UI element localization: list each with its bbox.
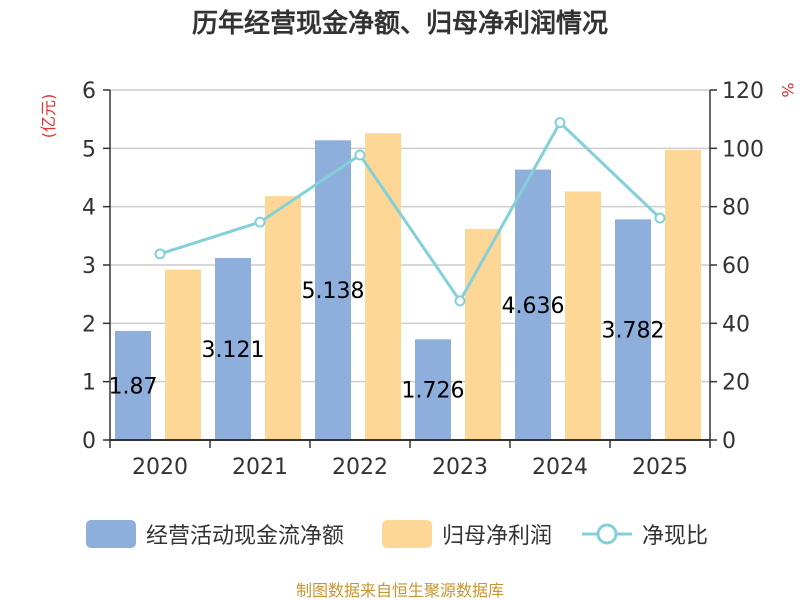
cashflow-bar (415, 339, 451, 440)
ratio-line (159, 120, 662, 304)
grid-lines (110, 89, 710, 441)
profit-bar (465, 228, 501, 440)
cashflow-data-label: 3.121 (202, 338, 265, 363)
left-axis-tick-label: 5 (82, 137, 96, 162)
cashflow-data-label: 3.782 (602, 319, 665, 344)
bars (115, 133, 701, 441)
legend-item-profit[interactable]: 归母净利润 (382, 520, 552, 549)
ratio-line-series (154, 117, 666, 307)
cashflow-data-label: 1.726 (402, 379, 465, 404)
cashflow-bar (515, 169, 551, 441)
legend: 经营活动现金流净额 归母净利润 净现比 (86, 520, 708, 549)
data-labels: 1.87 3.121 5.138 1.726 4.636 3.782 (109, 279, 665, 404)
data-source-note: 制图数据来自恒生聚源数据库 (296, 581, 504, 600)
cashflow-bar (615, 219, 651, 440)
ratio-point (154, 248, 166, 260)
left-axis-tick-label: 2 (82, 312, 96, 337)
ratio-point (254, 216, 266, 228)
ratio-point (354, 149, 366, 161)
legend-swatch-cashflow (86, 520, 136, 548)
ratio-point (554, 117, 566, 129)
profit-bar (165, 269, 201, 440)
cashflow-data-label: 5.138 (302, 279, 365, 304)
left-axis-tick-label: 0 (82, 429, 96, 454)
ratio-point (454, 295, 466, 307)
legend-label-profit: 归母净利润 (442, 524, 552, 549)
left-axis-tick-label: 3 (82, 254, 96, 279)
x-axis-tick-label: 2024 (532, 455, 588, 480)
right-axis-tick-label: 40 (722, 312, 750, 337)
right-axis-unit: % (778, 82, 797, 97)
legend-label-ratio: 净现比 (642, 524, 708, 549)
right-axis-tick-label: 0 (722, 429, 736, 454)
cashflow-bar (215, 257, 251, 440)
x-axis-tick-label: 2025 (632, 455, 688, 480)
ratio-point (654, 212, 666, 224)
cashflow-bar (115, 330, 151, 440)
right-axis-tick-label: 100 (722, 137, 764, 162)
legend-swatch-profit (382, 520, 432, 548)
right-axis-tick-label: 120 (722, 79, 764, 104)
profit-bar (365, 133, 401, 440)
profit-bar (265, 196, 301, 440)
legend-item-ratio[interactable]: 净现比 (582, 523, 708, 549)
x-axis-tick-label: 2023 (432, 455, 488, 480)
legend-marker-ratio (596, 523, 618, 545)
right-axis-tick-label: 60 (722, 254, 750, 279)
right-axis-tick-label: 80 (722, 196, 750, 221)
x-axis-tick-label: 2021 (232, 455, 288, 480)
left-axis-unit: (亿元) (39, 94, 58, 139)
x-axis-tick-label: 2022 (332, 455, 388, 480)
cashflow-data-label: 1.87 (109, 374, 158, 399)
x-axis-tick-label: 2020 (132, 455, 188, 480)
profit-bar (665, 150, 701, 441)
cashflow-bar (315, 140, 351, 441)
left-axis-tick-label: 6 (82, 79, 96, 104)
cashflow-data-label: 4.636 (502, 294, 565, 319)
profit-bar (565, 191, 601, 440)
left-axis-tick-label: 1 (82, 371, 96, 396)
right-axis-tick-label: 20 (722, 371, 750, 396)
left-axis-tick-label: 4 (82, 196, 96, 221)
chart-title: 历年经营现金净额、归母净利润情况 (192, 8, 608, 39)
legend-item-cashflow[interactable]: 经营活动现金流净额 (86, 520, 344, 549)
legend-label-cashflow: 经营活动现金流净额 (146, 524, 344, 549)
